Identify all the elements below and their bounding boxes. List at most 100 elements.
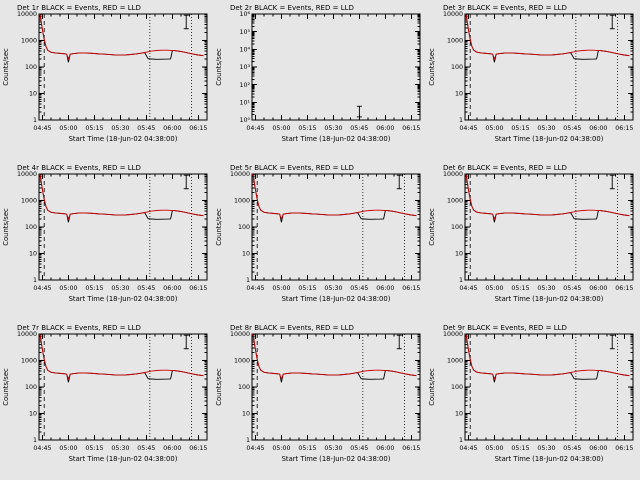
axes xyxy=(251,173,421,281)
panel-title: Det 1r BLACK = Events, RED = LLD xyxy=(17,4,141,12)
x-tick-label: 05:00 xyxy=(272,445,290,452)
x-tick-label: 05:30 xyxy=(537,285,555,292)
panel-det-4r-chart: Det 4r BLACK = Events, RED = LLD 04:45 05:… xyxy=(2,164,208,303)
x-tick-label: 06:00 xyxy=(163,285,181,292)
panel-title: Det 6r BLACK = Events, RED = LLD xyxy=(443,164,567,172)
x-tick-label: 05:30 xyxy=(111,285,129,292)
x-tick-label: 05:45 xyxy=(350,285,368,292)
x-tick-label: 05:45 xyxy=(563,285,581,292)
axes xyxy=(464,333,634,441)
lld-series-line xyxy=(464,13,630,61)
y-tick-label: 10000 xyxy=(17,171,37,178)
y-tick-label: 1 xyxy=(246,437,250,444)
y-tick-label: 10000 xyxy=(443,331,463,338)
lld-series-line xyxy=(38,173,204,221)
x-tick-label: 06:00 xyxy=(376,285,394,292)
y-tick-label: 10 xyxy=(455,411,463,418)
errorbar-marker xyxy=(183,14,189,30)
plot-border xyxy=(38,13,208,121)
panel-det-7r-chart: Det 7r BLACK = Events, RED = LLD 04:45 05:… xyxy=(2,324,208,463)
x-tick-label: 05:45 xyxy=(137,125,155,132)
x-axis-label: Start Time (18-Jun-02 04:38:00) xyxy=(69,135,178,143)
x-tick-label: 04:45 xyxy=(33,125,51,132)
y-tick-label: 10 xyxy=(29,251,37,258)
x-tick-label: 06:15 xyxy=(615,285,633,292)
y-tick-label: 10 xyxy=(455,251,463,258)
x-axis-label: Start Time (18-Jun-02 04:38:00) xyxy=(495,295,604,303)
x-axis-label: Start Time (18-Jun-02 04:38:00) xyxy=(69,295,178,303)
y-tick-label: 10000 xyxy=(443,171,463,178)
y-axis-label: Counts/sec xyxy=(215,48,223,86)
y-axis-label: Counts/sec xyxy=(428,368,436,406)
y-tick-label: 10000 xyxy=(230,171,250,178)
panel-det-2r-chart: Det 2r BLACK = Events, RED = LLD 04:45 05:… xyxy=(215,4,421,143)
x-tick-label: 06:15 xyxy=(402,445,420,452)
panel-title: Det 8r BLACK = Events, RED = LLD xyxy=(230,324,354,332)
panel-det-8r-chart: Det 8r BLACK = Events, RED = LLD 04:45 05:… xyxy=(215,324,421,463)
y-tick-label: 10 xyxy=(242,411,250,418)
y-tick-label: 100 xyxy=(451,384,463,391)
x-tick-label: 06:15 xyxy=(189,285,207,292)
x-tick-label: 06:00 xyxy=(589,125,607,132)
y-axis-label: Counts/sec xyxy=(2,48,10,86)
x-tick-label: 05:45 xyxy=(563,125,581,132)
axes xyxy=(464,173,634,281)
y-tick-label: 1 xyxy=(459,117,463,124)
x-tick-label: 05:30 xyxy=(111,445,129,452)
x-tick-label: 04:45 xyxy=(246,125,264,132)
errorbar-marker xyxy=(609,334,615,350)
y-tick-label: 1000 xyxy=(21,38,37,45)
y-axis-label: Counts/sec xyxy=(215,368,223,406)
x-tick-label: 05:00 xyxy=(485,125,503,132)
x-tick-label: 05:30 xyxy=(324,125,342,132)
lld-series-line xyxy=(251,173,417,221)
plot-border xyxy=(251,333,421,441)
x-tick-label: 05:15 xyxy=(298,445,316,452)
y-tick-label: 100 xyxy=(238,384,250,391)
lld-series-line xyxy=(38,13,204,61)
panel-det-5r-chart: Det 5r BLACK = Events, RED = LLD 04:45 05:… xyxy=(215,164,421,303)
y-tick-label: 1000 xyxy=(234,358,250,365)
panel-title: Det 5r BLACK = Events, RED = LLD xyxy=(230,164,354,172)
panel-title: Det 9r BLACK = Events, RED = LLD xyxy=(443,324,567,332)
lld-series-line xyxy=(38,333,204,381)
axes xyxy=(251,13,421,121)
x-tick-label: 06:15 xyxy=(189,445,207,452)
lld-series-line xyxy=(464,173,630,221)
x-tick-label: 05:30 xyxy=(111,125,129,132)
y-tick-label: 10 xyxy=(455,91,463,98)
y-axis-label: Counts/sec xyxy=(2,208,10,246)
axes xyxy=(251,333,421,441)
y-tick-label: 10 xyxy=(242,251,250,258)
x-tick-label: 06:15 xyxy=(402,285,420,292)
x-tick-label: 04:45 xyxy=(459,445,477,452)
y-axis-label: Counts/sec xyxy=(215,208,223,246)
y-tick-label: 10¹ xyxy=(239,100,250,107)
y-tick-label: 1 xyxy=(33,117,37,124)
y-tick-label: 1000 xyxy=(21,198,37,205)
y-tick-label: 1000 xyxy=(447,198,463,205)
x-tick-label: 06:00 xyxy=(376,125,394,132)
x-tick-label: 05:45 xyxy=(137,285,155,292)
y-tick-label: 1 xyxy=(33,437,37,444)
y-tick-label: 10 xyxy=(29,91,37,98)
x-tick-label: 06:15 xyxy=(615,125,633,132)
panel-det-9r-chart: Det 9r BLACK = Events, RED = LLD 04:45 05:… xyxy=(428,324,634,463)
x-tick-label: 05:15 xyxy=(85,285,103,292)
panel-title: Det 4r BLACK = Events, RED = LLD xyxy=(17,164,141,172)
x-tick-label: 05:15 xyxy=(511,445,529,452)
axes xyxy=(464,13,634,121)
y-tick-label: 10000 xyxy=(17,11,37,18)
x-tick-label: 05:30 xyxy=(324,285,342,292)
axes xyxy=(38,333,208,441)
x-axis-label: Start Time (18-Jun-02 04:38:00) xyxy=(282,135,391,143)
panel-title: Det 2r BLACK = Events, RED = LLD xyxy=(230,4,354,12)
plot-border xyxy=(38,173,208,281)
x-tick-label: 05:30 xyxy=(537,125,555,132)
x-tick-label: 05:00 xyxy=(272,285,290,292)
y-tick-label: 10³ xyxy=(239,64,250,71)
x-tick-label: 05:00 xyxy=(485,445,503,452)
plot-border xyxy=(464,13,634,121)
x-tick-label: 05:00 xyxy=(272,125,290,132)
